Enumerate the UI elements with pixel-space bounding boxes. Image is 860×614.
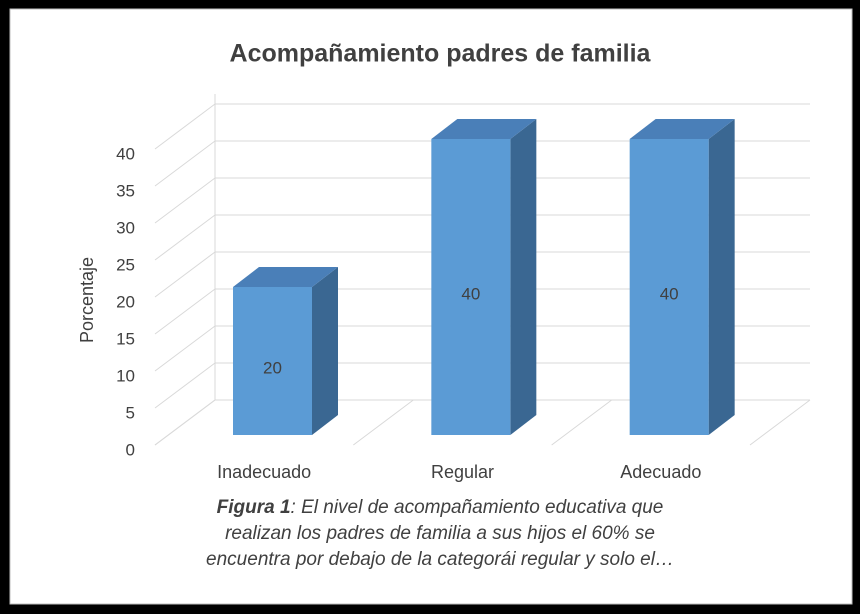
chart-title: Acompañamiento padres de familia	[230, 40, 652, 68]
y-tick-label: 15	[116, 329, 135, 348]
value-label: 20	[263, 358, 282, 377]
value-label: 40	[660, 284, 679, 303]
floor-line	[749, 399, 811, 446]
caption-line: realizan los padres de familia a sus hij…	[225, 523, 655, 544]
floor-line	[353, 399, 414, 446]
y-tick-label: 20	[116, 292, 135, 311]
bar	[233, 287, 312, 435]
bar-top	[233, 267, 338, 287]
x-tick-label: Adecuado	[620, 462, 701, 482]
y-tick-label: 40	[116, 144, 135, 163]
y-tick-label: 25	[116, 255, 135, 274]
bar-top	[629, 119, 735, 139]
y-tick-label: 5	[126, 403, 135, 422]
caption-text: encuentra por debajo de la categorái reg…	[206, 549, 674, 570]
grid-line	[154, 288, 216, 335]
grid-line	[154, 140, 216, 187]
x-tick-label: Inadecuado	[217, 462, 311, 482]
y-tick-label: 0	[126, 440, 135, 459]
caption-text: : El nivel de acompañamiento educativa q…	[291, 497, 664, 518]
y-axis-label: Porcentaje	[77, 257, 97, 343]
caption: Figura 1: El nivel de acompañamiento edu…	[206, 497, 674, 570]
y-tick-label: 10	[116, 366, 135, 385]
grid-line	[154, 103, 216, 150]
caption-line: encuentra por debajo de la categorái reg…	[206, 549, 674, 570]
bar	[431, 139, 511, 435]
y-tick-label: 30	[116, 218, 135, 237]
grid-line	[154, 251, 216, 298]
grid-line	[154, 177, 216, 224]
x-tick-label: Regular	[431, 462, 494, 482]
grid-line	[154, 362, 216, 409]
caption-text: realizan los padres de familia a sus hij…	[225, 523, 655, 544]
caption-line: Figura 1: El nivel de acompañamiento edu…	[217, 497, 664, 518]
grid-line	[154, 214, 216, 261]
bar-side	[708, 119, 735, 435]
bar-top	[431, 119, 537, 139]
bar	[629, 139, 709, 435]
floor-line	[551, 399, 612, 446]
y-tick-label: 35	[116, 181, 135, 200]
value-label: 40	[461, 284, 480, 303]
floor-line	[154, 399, 216, 446]
grid-line	[154, 325, 216, 372]
caption-label: Figura 1	[217, 497, 291, 518]
bar-side	[510, 119, 537, 435]
bar-side	[312, 267, 338, 435]
